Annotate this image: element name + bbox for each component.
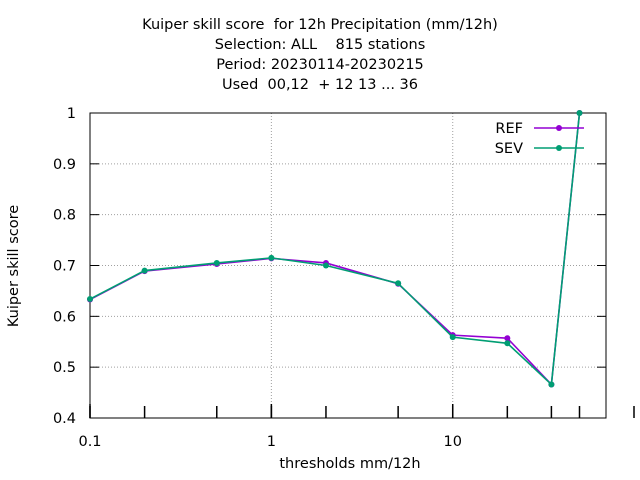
x-tick-label: 0.1: [78, 434, 101, 450]
data-point-sev: [322, 262, 329, 269]
y-tick-label: 0.9: [53, 157, 76, 173]
y-tick-label: 0.7: [53, 259, 76, 275]
grid-lines: [90, 113, 606, 418]
chart-title-line-3: Period: 20230114-20230215: [216, 57, 424, 73]
series-line-sev: [89, 112, 581, 387]
data-point-sev: [449, 334, 456, 341]
y-axis-label: Kuiper skill score: [6, 204, 22, 328]
series-group: [87, 110, 583, 388]
y-tick-label: 1: [67, 106, 76, 122]
x-axis-label: thresholds mm/12h: [279, 456, 421, 472]
x-tick-label: 1: [267, 434, 276, 450]
data-point-sev: [504, 340, 511, 347]
data-point-sev: [548, 381, 555, 388]
y-tick-label: 0.5: [53, 360, 76, 376]
data-point-sev: [213, 259, 220, 266]
legend-marker-ref: [556, 125, 562, 131]
y-tick-label: 0.8: [53, 208, 76, 224]
y-tick-label: 0.6: [53, 309, 76, 325]
data-point-sev: [268, 254, 275, 261]
x-tick-label: 10: [444, 434, 462, 450]
legend-marker-sev: [556, 145, 562, 151]
axis-ticks: 0.4 0.5 0.6 0.7 0.8 0.9 1 0.1 1 10: [53, 106, 635, 450]
legend-label-ref: REF: [495, 121, 523, 137]
data-point-sev: [141, 267, 148, 274]
chart-title-line-2: Selection: ALL 815 stations: [214, 37, 426, 53]
chart-title-line-1: Kuiper skill score for 12h Precipitation…: [142, 17, 498, 33]
legend-label-sev: SEV: [495, 141, 523, 157]
data-point-sev: [395, 280, 402, 287]
data-point-sev: [576, 110, 583, 116]
data-point-sev: [87, 296, 93, 303]
y-tick-label: 0.4: [53, 411, 76, 427]
legend: REF SEV: [495, 121, 584, 157]
chart-title-line-4: Used 00,12 + 12 13 ... 36: [221, 77, 418, 93]
data-point-ref: [504, 335, 511, 342]
